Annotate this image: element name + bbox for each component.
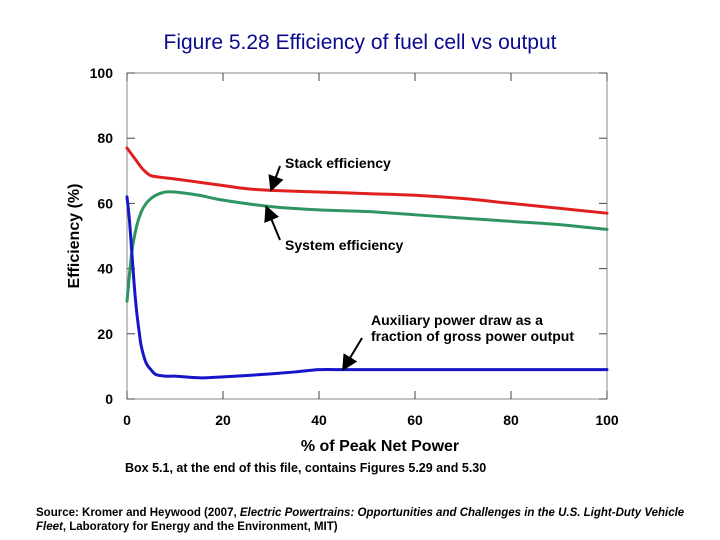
series-layer [125,146,609,380]
x-axis-ticks: 0 20 40 60 80 100 [123,73,619,428]
source-title: Electric Powertrains: Opportunities and … [36,507,685,533]
chart-title: Figure 5.28 Efficiency of fuel cell vs o… [164,31,557,54]
auxiliary-label-line-2: fraction of gross power output [371,328,574,344]
x-tick-label: 80 [503,412,519,428]
source-suffix: , Laboratory for Energy and the Environm… [62,521,338,533]
y-tick-label: 0 [105,391,113,407]
source-note: Source: Kromer and Heywood (2007, Electr… [36,506,696,534]
annotation-arrow [342,337,363,372]
x-tick-label: 100 [595,412,619,428]
y-tick-label: 60 [97,195,113,211]
y-tick-label: 80 [97,130,113,146]
x-tick-label: 20 [215,412,231,428]
x-axis-title: % of Peak Net Power [301,438,459,455]
auxiliary-power-line [125,195,609,380]
annotations-layer: Stack efficiency System efficiency Auxilia… [264,155,574,372]
stack-efficiency-label: Stack efficiency [285,155,391,171]
y-tick-label: 100 [90,65,114,81]
annotation-arrow [264,205,281,241]
stack-efficiency-line [125,146,609,215]
y-axis-ticks: 0 20 40 60 80 100 [90,65,607,407]
x-tick-label: 40 [311,412,327,428]
annotation-arrow [268,165,284,192]
system-efficiency-line [125,190,609,303]
box-note: Box 5.1, at the end of this file, contai… [125,461,487,475]
y-tick-label: 20 [97,326,113,342]
source-prefix: Source: Kromer and Heywood (2007, [36,507,240,519]
x-tick-label: 60 [407,412,423,428]
y-axis-title: Efficiency (%) [66,184,83,289]
y-tick-label: 40 [97,261,113,277]
system-efficiency-label: System efficiency [285,237,403,253]
x-tick-label: 0 [123,412,131,428]
efficiency-chart: Figure 5.28 Efficiency of fuel cell vs o… [66,31,619,455]
auxiliary-label-line-1: Auxiliary power draw as a [371,312,543,328]
plot-frame [126,72,608,400]
